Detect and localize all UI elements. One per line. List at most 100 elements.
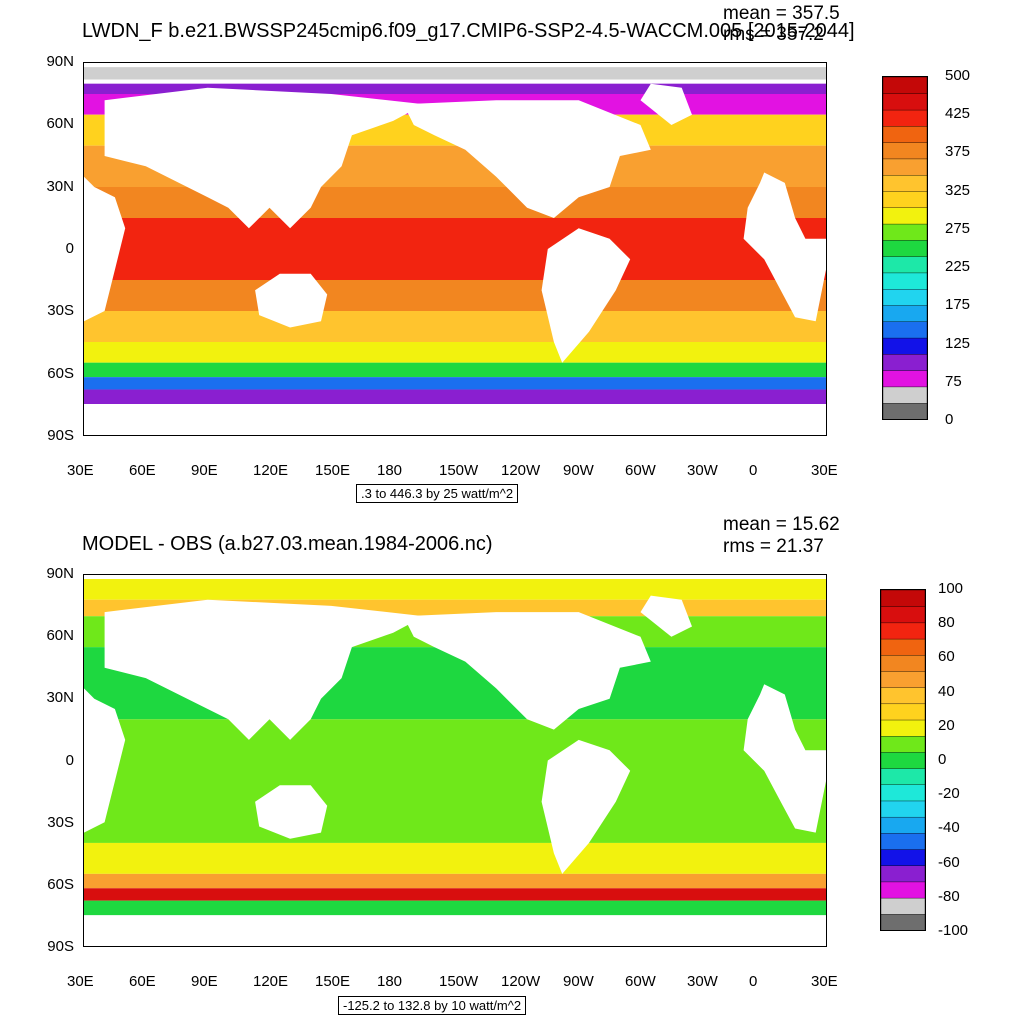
colorbar-label: 60 xyxy=(938,648,955,666)
colorbar-label: 325 xyxy=(945,181,971,199)
longitude-tick-label: 120E xyxy=(253,462,289,479)
colorbar-swatch xyxy=(881,605,925,624)
field-band xyxy=(84,342,826,363)
longitude-tick-label: 90W xyxy=(563,462,594,479)
field-band xyxy=(84,83,826,94)
latitude-tick-label: 0 xyxy=(65,240,74,257)
colorbar-label: 425 xyxy=(945,105,971,123)
longitude-tick-label: 60W xyxy=(625,973,656,990)
longitude-tick-label: 30E xyxy=(811,462,838,479)
colorbar-label: -40 xyxy=(938,819,960,837)
longitude-tick-label: 150E xyxy=(315,973,351,990)
map-field xyxy=(84,579,826,946)
latitude-tick-label: 90N xyxy=(46,565,74,582)
latitude-tick-label: 90S xyxy=(47,427,74,444)
latitude-tick-label: 30N xyxy=(46,689,74,707)
colorbar-swatch xyxy=(881,832,925,850)
colorbar-swatch xyxy=(883,77,927,94)
longitude-tick-label: 30E xyxy=(67,973,94,990)
colorbar-swatch xyxy=(881,816,925,834)
colorbar-label: 225 xyxy=(945,258,971,276)
colorbar-swatch xyxy=(881,913,925,930)
longitude-tick-label: 180 xyxy=(377,973,403,990)
colorbar-label: 80 xyxy=(938,614,955,632)
longitude-tick-label: 90W xyxy=(563,973,594,990)
colorbar-label: -20 xyxy=(938,785,960,803)
longitude-tick-label: 180 xyxy=(377,462,403,479)
contour-range-label: .3 to 446.3 by 25 watt/m^2 xyxy=(356,484,519,503)
land-mask xyxy=(84,688,126,833)
colorbar-label: -100 xyxy=(938,922,969,939)
colorbar-label: 75 xyxy=(945,372,962,390)
land-mask xyxy=(640,595,692,637)
longitude-tick-label: 60E xyxy=(129,973,156,990)
colorbar-swatch xyxy=(881,622,925,640)
field-band xyxy=(84,311,826,342)
colorbar-swatch xyxy=(881,735,925,753)
latitude-tick-label: 30S xyxy=(47,813,74,831)
colorbar-swatch xyxy=(881,767,925,785)
longitude-tick-label: 60E xyxy=(129,462,156,479)
colorbar-swatch xyxy=(881,848,925,866)
panel-title: LWDN_F b.e21.BWSSP245cmip6.f09_g17.CMIP6… xyxy=(82,20,855,42)
field-band xyxy=(84,873,826,889)
colorbar-label: 40 xyxy=(938,682,955,700)
longitude-tick-label: 150E xyxy=(315,462,351,479)
colorbar-swatch xyxy=(881,638,925,656)
latitude-tick-label: 60S xyxy=(47,364,74,382)
colorbar xyxy=(880,589,926,931)
latitude-tick-label: 60N xyxy=(46,627,74,645)
longitude-tick-label: 90E xyxy=(191,462,218,479)
land-mask xyxy=(403,100,651,218)
longitude-tick-label: 90E xyxy=(191,973,218,990)
colorbar-label: 500 xyxy=(945,67,971,84)
field-band xyxy=(84,377,826,390)
longitude-tick-label: 0 xyxy=(749,973,758,990)
land-mask xyxy=(541,739,631,874)
land-mask xyxy=(541,228,631,363)
latitude-tick-label: 0 xyxy=(65,751,74,769)
mean-stat: mean = 357.5 xyxy=(723,3,840,24)
colorbar-label: -80 xyxy=(938,887,960,905)
colorbar-swatch xyxy=(881,670,925,688)
colorbar-label: 175 xyxy=(945,296,971,314)
field-band xyxy=(84,280,826,311)
latitude-tick-label: 90N xyxy=(46,53,74,70)
longitude-tick-label: 30E xyxy=(811,973,838,990)
latitude-tick-label: 60N xyxy=(46,115,74,133)
panel-lwdn: LWDN_F b.e21.BWSSP245cmip6.f09_g17.CMIP6… xyxy=(46,3,971,503)
colorbar-swatch xyxy=(881,703,925,721)
land-mask xyxy=(743,684,826,833)
latitude-tick-label: 60S xyxy=(47,875,74,893)
colorbar-swatch xyxy=(881,784,925,802)
colorbar-swatch xyxy=(881,654,925,672)
longitude-tick-label: 120W xyxy=(501,462,541,479)
land-mask xyxy=(84,404,826,435)
field-band xyxy=(84,362,826,378)
colorbar-swatches xyxy=(883,77,927,419)
arctic-ice-band xyxy=(84,579,826,592)
colorbar xyxy=(882,76,928,420)
latitude-tick-label: 90S xyxy=(47,938,74,955)
panel-title: MODEL - OBS (a.b27.03.mean.1984-2006.nc) xyxy=(82,533,493,555)
colorbar-swatch xyxy=(881,800,925,818)
land-mask xyxy=(743,172,826,322)
longitude-tick-label: 150W xyxy=(439,462,479,479)
rms-stat: rms = 21.37 xyxy=(723,536,824,557)
colorbar-label: 275 xyxy=(945,219,971,237)
colorbar-label: 100 xyxy=(938,580,964,597)
colorbar-swatch xyxy=(881,590,925,607)
land-mask xyxy=(84,915,826,946)
land-mask xyxy=(104,87,425,229)
map-field xyxy=(84,67,826,435)
colorbar-label: 125 xyxy=(945,334,971,352)
land-mask xyxy=(255,785,328,839)
longitude-tick-label: 0 xyxy=(749,462,758,479)
contour-range-label: -125.2 to 132.8 by 10 watt/m^2 xyxy=(338,996,527,1015)
land-mask xyxy=(403,612,651,730)
longitude-tick-label: 120W xyxy=(501,973,541,990)
colorbar-label: 20 xyxy=(938,716,955,734)
longitude-tick-label: 30W xyxy=(687,462,718,479)
mean-stat: mean = 15.62 xyxy=(723,514,840,535)
